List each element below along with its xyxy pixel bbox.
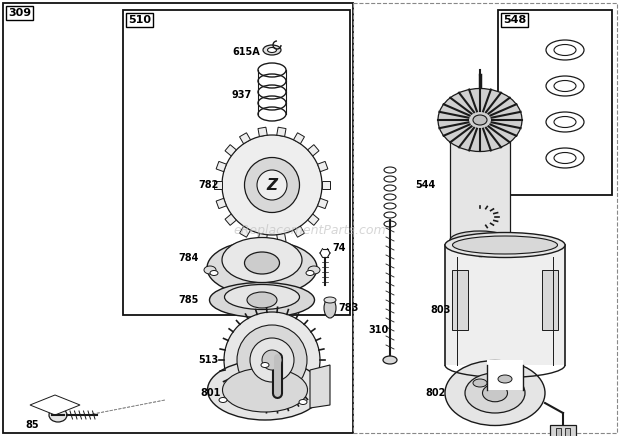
Bar	[565, 428, 570, 436]
Text: eReplacementParts.com: eReplacementParts.com	[234, 224, 386, 236]
Bar	[445, 245, 565, 365]
Text: 615A: 615A	[232, 47, 260, 57]
Text: 85: 85	[25, 420, 38, 430]
Polygon shape	[258, 234, 267, 243]
Ellipse shape	[453, 236, 557, 254]
Text: 784: 784	[178, 253, 198, 263]
Bar	[353, 3, 617, 433]
Circle shape	[237, 325, 307, 395]
Ellipse shape	[450, 231, 510, 249]
Ellipse shape	[299, 399, 307, 405]
Polygon shape	[216, 198, 226, 208]
Ellipse shape	[224, 285, 299, 310]
Circle shape	[262, 350, 282, 370]
Polygon shape	[308, 145, 319, 156]
Text: 544: 544	[415, 180, 435, 190]
Polygon shape	[277, 127, 286, 136]
Text: 513: 513	[198, 355, 218, 365]
Ellipse shape	[473, 379, 487, 387]
Ellipse shape	[473, 115, 487, 125]
Text: 783: 783	[338, 303, 358, 313]
Polygon shape	[308, 214, 319, 225]
Bar	[487, 360, 523, 390]
Polygon shape	[30, 395, 80, 415]
Ellipse shape	[223, 368, 308, 412]
Polygon shape	[239, 226, 250, 237]
Polygon shape	[225, 145, 236, 156]
Polygon shape	[239, 133, 250, 144]
Text: 510: 510	[128, 15, 151, 25]
Polygon shape	[310, 365, 330, 408]
Bar	[498, 10, 612, 195]
Polygon shape	[216, 161, 226, 172]
Polygon shape	[322, 181, 330, 189]
Ellipse shape	[261, 362, 269, 368]
Ellipse shape	[465, 373, 525, 413]
Polygon shape	[258, 127, 267, 136]
Bar	[450, 110, 510, 240]
Ellipse shape	[324, 298, 336, 318]
Polygon shape	[317, 161, 328, 172]
Circle shape	[250, 338, 294, 382]
Polygon shape	[293, 226, 304, 237]
Ellipse shape	[244, 252, 280, 274]
Polygon shape	[214, 181, 222, 189]
Text: 548: 548	[503, 15, 526, 25]
Ellipse shape	[210, 283, 314, 317]
Text: 802: 802	[425, 388, 445, 398]
Ellipse shape	[204, 266, 216, 274]
Text: 801: 801	[200, 388, 220, 398]
Polygon shape	[293, 133, 304, 144]
Text: 803: 803	[430, 305, 450, 315]
Circle shape	[224, 312, 320, 408]
Ellipse shape	[438, 89, 522, 151]
Bar	[550, 425, 576, 436]
Bar	[542, 270, 558, 330]
Ellipse shape	[49, 408, 67, 422]
Ellipse shape	[445, 232, 565, 258]
Ellipse shape	[383, 356, 397, 364]
Ellipse shape	[482, 384, 508, 402]
Text: 782: 782	[198, 180, 218, 190]
Text: 74: 74	[332, 243, 345, 253]
Text: 309: 309	[8, 8, 31, 18]
Polygon shape	[277, 234, 286, 243]
Bar	[3, 3, 353, 433]
Ellipse shape	[267, 48, 277, 52]
Circle shape	[244, 157, 299, 212]
Ellipse shape	[222, 238, 302, 283]
Circle shape	[257, 170, 287, 200]
Ellipse shape	[208, 360, 322, 420]
Ellipse shape	[498, 375, 512, 383]
Text: 937: 937	[232, 90, 252, 100]
Ellipse shape	[306, 270, 314, 276]
Ellipse shape	[263, 45, 281, 55]
Ellipse shape	[207, 241, 317, 296]
Bar	[556, 428, 561, 436]
Ellipse shape	[450, 101, 510, 119]
Polygon shape	[225, 214, 236, 225]
Ellipse shape	[324, 297, 336, 303]
Polygon shape	[317, 198, 328, 208]
Text: 310: 310	[368, 325, 388, 335]
Bar	[123, 10, 350, 315]
Ellipse shape	[247, 292, 277, 308]
Text: Z: Z	[267, 177, 278, 193]
Ellipse shape	[308, 266, 320, 274]
Text: 785: 785	[178, 295, 198, 305]
Ellipse shape	[219, 398, 227, 402]
Circle shape	[222, 135, 322, 235]
Ellipse shape	[445, 361, 545, 426]
Bar	[452, 270, 468, 330]
Ellipse shape	[210, 270, 218, 276]
